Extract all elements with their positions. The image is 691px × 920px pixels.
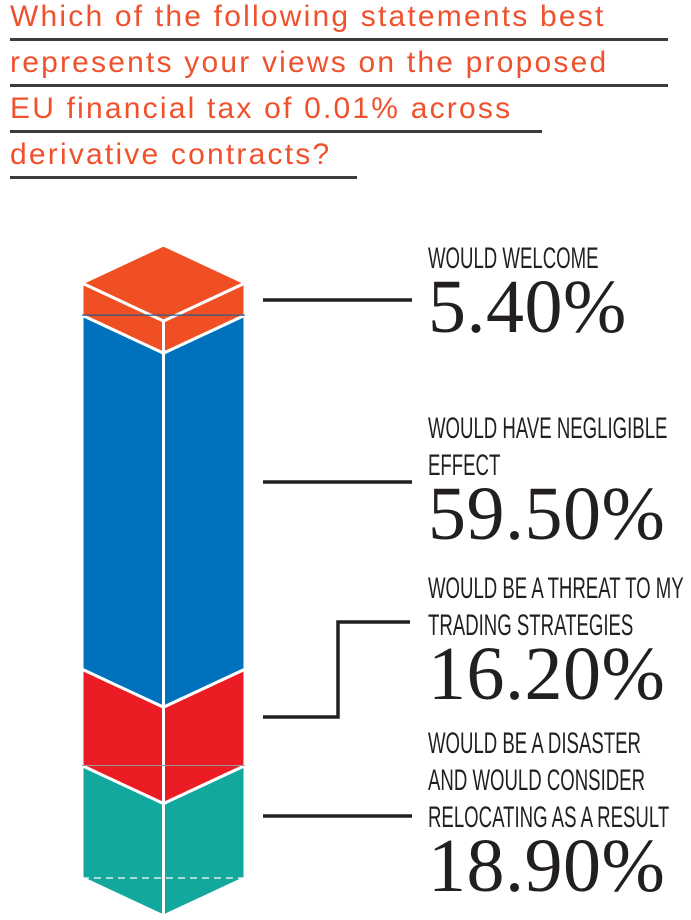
title-line-3: EU financial tax of 0.01% across — [10, 87, 542, 133]
callout-value: 18.90% — [428, 824, 666, 908]
callout-label-line: WOULD HAVE NEGLIGIBLE — [428, 412, 668, 445]
callout-label-line: TRADING STRATEGIES — [428, 609, 634, 642]
callout-label-line: RELOCATING AS A RESULT — [428, 801, 670, 834]
callout-value: 16.20% — [428, 632, 666, 716]
bar-top-face — [78, 243, 249, 323]
callout-label: WOULD BE A DISASTER AND WOULD CONSIDER R… — [428, 725, 670, 836]
callout-label-line: AND WOULD CONSIDER — [428, 764, 646, 797]
callout-would-welcome: WOULD WELCOME 5.40% — [428, 240, 691, 345]
chart-question-title: Which of the following statements best r… — [10, 0, 668, 179]
callout-value: 59.50% — [428, 472, 666, 556]
callout-label-line: WOULD BE A THREAT TO MY — [428, 572, 684, 605]
title-line-4: derivative contracts? — [10, 133, 357, 179]
callout-threat-to-trading: WOULD BE A THREAT TO MY TRADING STRATEGI… — [428, 570, 691, 712]
callout-label-line: WOULD BE A DISASTER — [428, 727, 641, 760]
callout-label-line: WOULD WELCOME — [428, 242, 599, 275]
title-line-1: Which of the following statements best — [10, 0, 668, 41]
callout-disaster-relocate: WOULD BE A DISASTER AND WOULD CONSIDER R… — [428, 725, 691, 904]
bar-segment-1-left-face — [80, 312, 165, 710]
bar-segment-1-right-face — [162, 312, 247, 710]
callout-value: 5.40% — [428, 265, 627, 349]
connector-threat-to-trading — [263, 620, 410, 719]
callout-label-line: EFFECT — [428, 449, 501, 482]
callout-label: WOULD HAVE NEGLIGIBLE EFFECT — [428, 410, 668, 484]
callout-label: WOULD BE A THREAT TO MY TRADING STRATEGI… — [428, 570, 684, 644]
title-line-2: represents your views on the proposed — [10, 41, 668, 87]
callout-negligible-effect: WOULD HAVE NEGLIGIBLE EFFECT 59.50% — [428, 410, 691, 552]
callout-label: WOULD WELCOME — [428, 240, 599, 277]
